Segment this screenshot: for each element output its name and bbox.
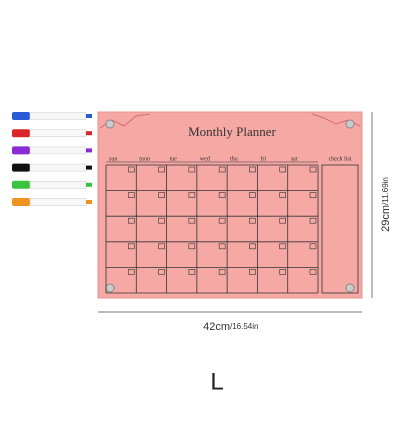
marker-tip: [86, 114, 92, 118]
date-box: [279, 269, 287, 275]
date-box: [188, 269, 196, 275]
date-box: [249, 217, 256, 224]
day-label: sun: [109, 156, 117, 162]
height-cm: 29cm: [380, 205, 392, 232]
day-label: sat: [291, 156, 298, 162]
marker-tip: [86, 148, 92, 153]
date-box: [249, 269, 256, 275]
marker-body: [29, 181, 87, 189]
date-box: [127, 192, 135, 198]
date-box: [309, 166, 317, 173]
date-box: [127, 217, 135, 224]
marker-tip: [86, 165, 92, 170]
date-box: [279, 192, 287, 198]
marker-tip: [86, 182, 92, 187]
screw: [105, 283, 115, 293]
date-box: [218, 217, 226, 224]
date-box: [188, 166, 196, 173]
date-box: [309, 243, 317, 250]
height-label: 29cm /11.69in: [380, 177, 392, 232]
markers: [12, 112, 92, 206]
date-box: [158, 217, 165, 224]
date-box: [158, 243, 165, 250]
date-box: [309, 269, 317, 275]
date-box: [249, 192, 256, 198]
date-box: [127, 243, 135, 250]
date-box: [279, 217, 287, 224]
marker-cap: [12, 146, 30, 155]
marker-cap: [12, 163, 30, 172]
date-box: [309, 217, 317, 224]
width-in: /16.54in: [230, 322, 258, 331]
date-box: [158, 192, 165, 198]
checklist-box: [321, 164, 359, 294]
marker-body: [29, 112, 87, 120]
date-box: [158, 166, 165, 173]
marker-body: [29, 198, 87, 206]
screw: [345, 119, 355, 129]
marker-tip: [86, 200, 92, 204]
height-in: /11.69in: [381, 177, 390, 205]
board-title: Monthly Planner: [188, 124, 276, 139]
date-box: [127, 166, 135, 173]
date-box: [249, 166, 256, 173]
marker-tip: [86, 131, 92, 136]
date-box: [188, 192, 196, 198]
date-box: [249, 243, 256, 250]
marker-cap: [12, 129, 30, 138]
marker-body: [29, 129, 87, 137]
date-box: [188, 243, 196, 250]
day-label: thu: [230, 156, 238, 162]
marker-body: [29, 163, 87, 172]
day-label: mon: [139, 156, 150, 162]
day-label: tue: [170, 156, 178, 162]
date-box: [279, 243, 287, 250]
marker-cap: [12, 112, 30, 120]
checklist-label: check list: [329, 156, 352, 162]
screw: [345, 283, 355, 293]
date-box: [218, 269, 226, 275]
marker-body: [29, 146, 87, 155]
date-box: [188, 217, 196, 224]
date-box: [218, 166, 226, 173]
size-label: L: [210, 368, 223, 395]
marker-cap: [12, 198, 30, 206]
screw: [105, 119, 115, 129]
day-label: fri: [260, 155, 266, 162]
width-cm: 42cm: [203, 321, 230, 333]
date-box: [309, 192, 317, 198]
marker-cap: [12, 180, 30, 189]
calendar-grid: sun mon tue wed thu fri sat: [105, 155, 319, 294]
date-box: [158, 269, 165, 275]
date-box: [218, 243, 226, 250]
day-label: wed: [200, 156, 210, 162]
date-box: [218, 192, 226, 198]
date-box: [127, 269, 135, 275]
date-box: [279, 166, 287, 173]
